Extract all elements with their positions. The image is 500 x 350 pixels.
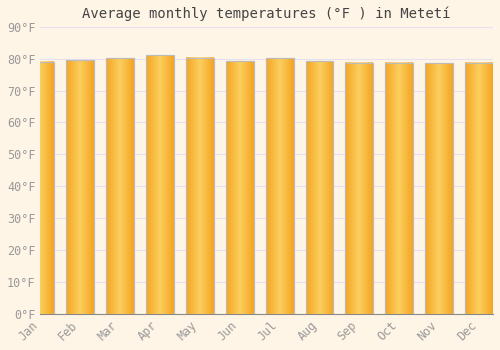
Title: Average monthly temperatures (°F ) in Metetí: Average monthly temperatures (°F ) in Me… [82, 7, 451, 21]
Bar [306, 61, 334, 314]
Bar [346, 63, 374, 314]
Bar [26, 62, 54, 314]
Bar [186, 58, 214, 314]
Bar [266, 58, 293, 314]
Bar [346, 63, 374, 314]
Bar [106, 58, 134, 314]
Bar [306, 61, 334, 314]
Bar [226, 61, 254, 314]
Bar [66, 60, 94, 314]
Bar [266, 58, 293, 314]
Bar [226, 61, 254, 314]
Bar [146, 55, 174, 314]
Bar [465, 63, 493, 314]
Bar [146, 55, 174, 314]
Bar [186, 58, 214, 314]
Bar [26, 62, 54, 314]
Bar [425, 63, 453, 314]
Bar [386, 63, 413, 314]
Bar [106, 58, 134, 314]
Bar [465, 63, 493, 314]
Bar [386, 63, 413, 314]
Bar [425, 63, 453, 314]
Bar [66, 60, 94, 314]
